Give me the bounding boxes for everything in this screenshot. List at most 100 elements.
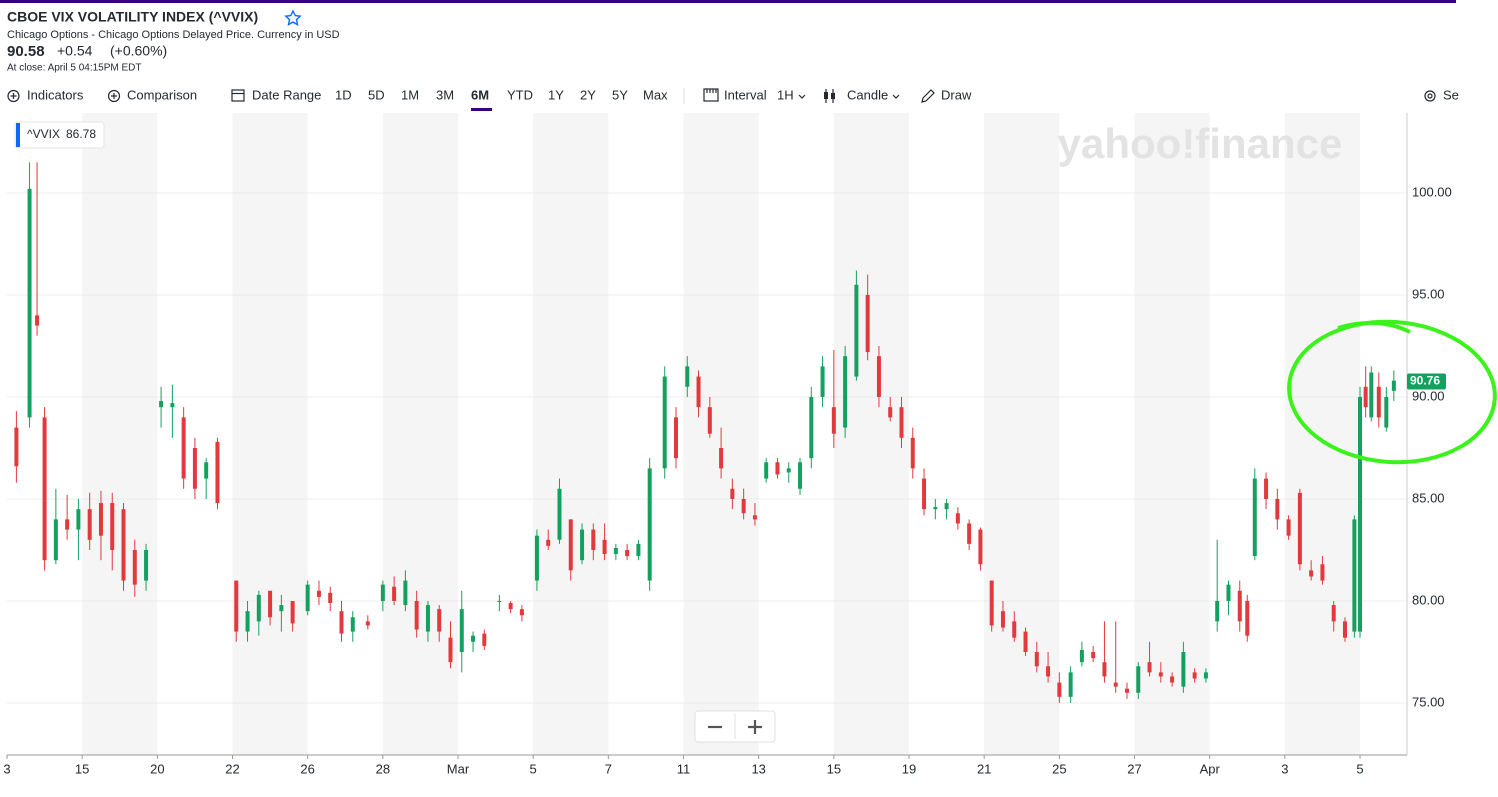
date-range-button[interactable]: Date Range: [252, 87, 321, 102]
x-tick-label: 28: [376, 761, 390, 776]
legend-box: [14, 121, 105, 149]
candle-body: [1125, 688, 1129, 693]
y-tick-label: 90.00: [1412, 388, 1445, 403]
interval-value[interactable]: 1H: [777, 87, 794, 102]
price-change-pct: (+0.60%): [110, 43, 167, 59]
candle-body: [305, 584, 310, 612]
candle-body: [132, 549, 137, 585]
x-tick-label: 26: [300, 761, 314, 776]
candle-body: [1102, 662, 1107, 677]
candle-body: [557, 488, 562, 540]
candle-body: [662, 376, 667, 469]
zoom-controls: [694, 710, 776, 743]
candle-body: [944, 503, 949, 510]
x-tick-label: 27: [1127, 761, 1141, 776]
range-button[interactable]: Max: [643, 87, 668, 102]
settings-button[interactable]: Se: [1443, 87, 1459, 102]
range-button[interactable]: 5D: [368, 87, 385, 102]
candle-icon-body: [831, 93, 835, 99]
x-tick-label: 15: [827, 761, 841, 776]
zoom-in[interactable]: [748, 720, 762, 734]
settings-icon-core: [1427, 93, 1433, 99]
quote-subtitle: Chicago Options - Chicago Options Delaye…: [7, 29, 340, 41]
x-tick-label: Apr: [1200, 761, 1221, 776]
candle-body: [98, 503, 103, 536]
chart-type-button[interactable]: Candle: [847, 87, 888, 102]
x-tick-label: 15: [75, 761, 89, 776]
range-button[interactable]: 6M: [471, 87, 489, 102]
settings-icon: [1424, 90, 1436, 102]
range-button[interactable]: 1D: [335, 87, 352, 102]
candle-body: [602, 539, 607, 555]
calendar-icon: [231, 89, 245, 102]
candle-body: [181, 417, 186, 479]
candle-body: [14, 427, 19, 467]
x-tick-label: 20: [150, 761, 164, 776]
candle-body: [580, 529, 585, 561]
candle-body: [696, 376, 701, 408]
y-tick-label: 80.00: [1412, 592, 1445, 607]
candle-body: [613, 547, 618, 555]
candle-body: [831, 407, 836, 434]
day-band: [382, 113, 459, 755]
range-button[interactable]: YTD: [507, 87, 533, 102]
candle-body: [1342, 621, 1347, 638]
range-button[interactable]: 2Y: [580, 87, 596, 102]
candle-body: [204, 462, 209, 479]
candle-body: [876, 356, 881, 397]
day-band: [1284, 113, 1361, 755]
interval-button[interactable]: Interval: [724, 87, 767, 102]
candle-body: [192, 447, 197, 489]
range-button[interactable]: 1M: [401, 87, 419, 102]
candle-body: [719, 447, 724, 469]
candle-body: [967, 523, 972, 544]
price-change: +0.54: [57, 43, 93, 59]
candle-body: [339, 611, 344, 634]
candle-body: [798, 462, 803, 489]
candle-body: [673, 417, 678, 459]
candle-body: [1215, 600, 1220, 622]
candle-body: [482, 633, 487, 646]
candle-body: [1369, 372, 1374, 418]
candle-body: [1391, 380, 1396, 391]
candle-body: [290, 600, 295, 624]
watchlist-star[interactable]: [284, 9, 302, 26]
candle-body: [1147, 662, 1152, 673]
candle-body: [1170, 676, 1175, 683]
price: 90.58: [7, 43, 45, 60]
draw-button[interactable]: Draw: [941, 87, 972, 102]
candle-body: [647, 468, 652, 581]
watermark: yahoo!finance: [1058, 120, 1343, 167]
indicators-icon: [7, 89, 20, 103]
candle-body: [437, 609, 442, 632]
hand-drawn-stroke: [1337, 320, 1411, 334]
candle-body: [87, 509, 92, 540]
candle-body: [775, 462, 780, 475]
candle-body: [625, 549, 630, 557]
candle-body: [546, 539, 551, 546]
comparison-icon: [107, 89, 121, 103]
range-button[interactable]: 5Y: [612, 87, 628, 102]
range-button[interactable]: 3M: [436, 87, 454, 102]
candle-body: [636, 543, 641, 557]
candle-body: [497, 600, 502, 602]
legend-value: 86.78: [66, 127, 96, 141]
candle-body: [519, 609, 524, 616]
candle-body: [591, 529, 596, 550]
candle-body: [35, 315, 40, 326]
candle-body: [268, 590, 273, 618]
range-button[interactable]: 1Y: [548, 87, 564, 102]
x-tick-label: 21: [977, 761, 991, 776]
range-active-underline: [471, 108, 492, 111]
legend: ^VVIX 86.78: [14, 121, 105, 149]
candle-body: [1113, 682, 1118, 687]
day-band: [984, 113, 1060, 755]
candle-body: [730, 488, 735, 499]
candle-body: [1192, 672, 1197, 679]
x-tick-label: 22: [225, 761, 239, 776]
axis-labels: 75.00 80.00 85.00 90.00 95.00 100.00 3 15 20 22 26…: [3, 184, 1451, 776]
x-tick-label: 3: [3, 761, 10, 776]
indicators-button[interactable]: Indicators: [27, 87, 84, 102]
comparison-button[interactable]: Comparison: [127, 87, 197, 102]
